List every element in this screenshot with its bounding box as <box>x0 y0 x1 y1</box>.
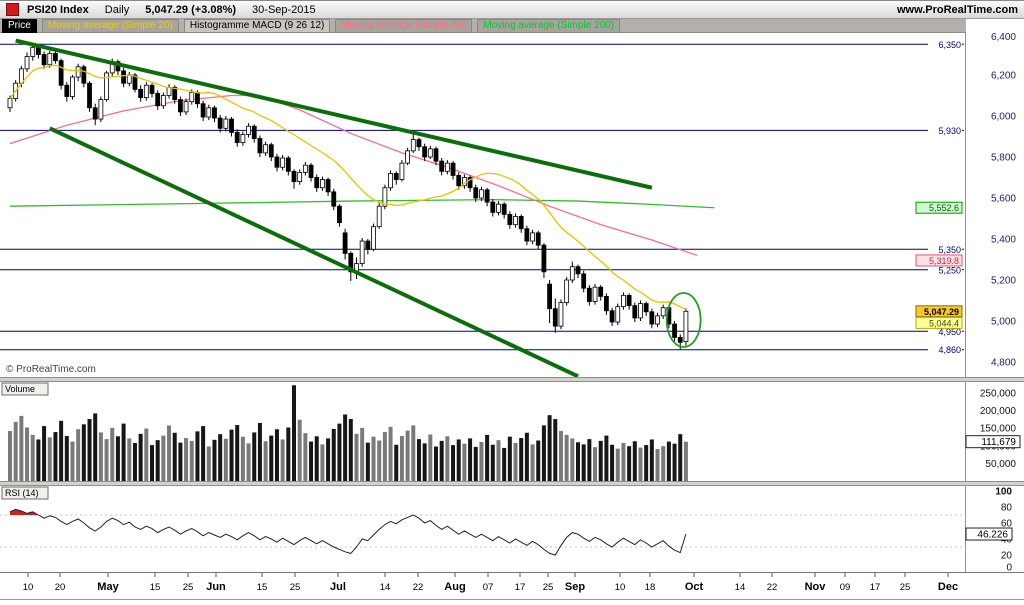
volume-panel-tag <box>1 382 49 396</box>
indicator-label-3[interactable]: Moving average (Simple 50) <box>335 18 473 33</box>
splitter-price-volume[interactable] <box>0 377 1024 382</box>
price-axis-tick: 5,000 <box>991 317 1016 328</box>
indicator-label-1[interactable]: Moving average (Simple 20) <box>41 18 179 33</box>
price-axis-tick: 5,400 <box>991 235 1016 246</box>
price-axis-tick: 4,800 <box>991 358 1016 369</box>
level-label: 4,860 <box>938 345 961 355</box>
price-axis-tick: 5,800 <box>991 153 1016 164</box>
time-axis-day: 09 <box>840 582 851 593</box>
ma200-line <box>9 198 715 209</box>
level-label: 5,930 <box>938 126 961 136</box>
time-axis-day: 17 <box>870 582 881 593</box>
time-axis-day: 18 <box>645 582 656 593</box>
price-axis-tick: 6,200 <box>991 71 1016 82</box>
time-axis-day: 10 <box>615 582 626 593</box>
volume-axis-tick: 200,000 <box>980 406 1017 417</box>
indicator-label-4[interactable]: Moving average (Simple 200) <box>477 18 621 33</box>
time-axis-day: 15 <box>150 582 161 593</box>
splitter-volume-rsi[interactable] <box>0 481 1024 486</box>
time-axis-day: 25 <box>290 582 301 593</box>
time-axis-day: 07 <box>483 582 494 593</box>
time-axis-month: Aug <box>444 581 465 593</box>
rsi-axis-tick: 60 <box>1001 519 1013 530</box>
level-label: 6,350 <box>938 40 961 50</box>
time-axis-day: 14 <box>380 582 391 593</box>
trendline-upper[interactable] <box>15 38 653 190</box>
highlight-circle[interactable] <box>665 292 702 348</box>
timeframe-label[interactable]: Daily <box>104 3 130 16</box>
time-axis-month: Sep <box>565 581 585 593</box>
price-axis-tick: 6,400 <box>991 32 1016 43</box>
trendline-lower[interactable] <box>48 126 579 379</box>
price-axis-tick: 5,200 <box>991 276 1016 287</box>
time-axis-month: Dec <box>938 581 958 593</box>
rsi-panel-tag-label: RSI (14) <box>5 488 39 498</box>
right-axis[interactable]: 6,400 6,200 6,000 5,800 5,600 5,400 5,200 5,000… <box>965 20 1021 574</box>
ma50-line <box>9 94 698 257</box>
volume-axis-tick: 150,000 <box>980 424 1017 435</box>
level-label: 4,950 <box>938 327 961 337</box>
time-axis-day: 15 <box>257 582 268 593</box>
rsi-axis-tick: 100 <box>995 487 1012 498</box>
level-label: 5,250 <box>938 265 961 275</box>
indicator-label-0[interactable]: Price <box>2 18 37 33</box>
app-icon <box>6 3 19 16</box>
website-link[interactable]: www.ProRealTime.com <box>896 3 1018 16</box>
volume-axis-tick: 50,000 <box>985 459 1016 470</box>
time-axis-day: 25 <box>183 582 194 593</box>
time-axis-month: Nov <box>805 581 827 593</box>
volume-panel-tag-label: Volume <box>5 384 35 394</box>
volume-current-tag: 111,679 <box>981 437 1016 448</box>
copyright-label: © ProRealTime.com <box>6 364 96 375</box>
time-axis-month: May <box>97 581 119 593</box>
candles <box>7 43 689 350</box>
time-axis[interactable]: 10 20 May 15 25 Jun 15 25 Jul 14 22 Aug 07 17 25 Sep 10 1… <box>0 572 1024 600</box>
time-axis-day: 22 <box>413 582 424 593</box>
symbol-name: PSI20 Index <box>27 3 89 16</box>
value-tag: 5,047.29 <box>924 307 959 317</box>
time-axis-month: Jul <box>330 581 346 593</box>
time-axis-day: 14 <box>735 582 746 593</box>
level-label: 5,350 <box>938 245 961 255</box>
rsi-axis-tick: 20 <box>1001 551 1013 562</box>
time-axis-day: 17 <box>515 582 526 593</box>
volume-axis-tick: 250,000 <box>980 389 1017 400</box>
time-axis-day: 20 <box>55 582 66 593</box>
time-axis-month: Oct <box>685 581 704 593</box>
price-axis-tick: 5,600 <box>991 194 1016 205</box>
indicator-label-2[interactable]: Histogramme MACD (9 26 12) <box>183 18 331 33</box>
volume-panel[interactable] <box>8 385 688 481</box>
ma20-line <box>9 64 687 310</box>
time-axis-day: 25 <box>900 582 911 593</box>
time-axis-day: 10 <box>23 582 34 593</box>
time-axis-day: 25 <box>543 582 554 593</box>
rsi-axis-tick: 80 <box>1001 503 1013 514</box>
time-axis-day: 22 <box>767 582 778 593</box>
title-bar: PSI20 Index Daily 5,047.29 (+3.08%) 30-S… <box>0 0 1024 19</box>
indicator-bar: Price Moving average (Simple 20) Histogram… <box>0 18 966 33</box>
rsi-current-tag: 46.226 <box>977 530 1008 541</box>
time-axis-month: Jun <box>206 581 226 593</box>
quote-date: 30-Sep-2015 <box>252 3 316 16</box>
rsi-axis-tick: 0 <box>1006 563 1012 574</box>
last-quote: 5,047.29 (+3.08%) <box>145 3 237 16</box>
value-tag: 5,319.8 <box>929 256 959 266</box>
value-tag: 5,552.6 <box>929 203 959 213</box>
price-axis-tick: 6,000 <box>991 112 1016 123</box>
rsi-panel[interactable] <box>0 508 964 556</box>
value-tag: 5,044.4 <box>929 318 959 328</box>
rsi-line <box>9 508 687 556</box>
price-overlays: 6,350 5,930 5,350 5,250 4,950 4,860 5,552.6 5,3… <box>9 38 963 379</box>
rsi-panel-tag <box>1 486 49 500</box>
